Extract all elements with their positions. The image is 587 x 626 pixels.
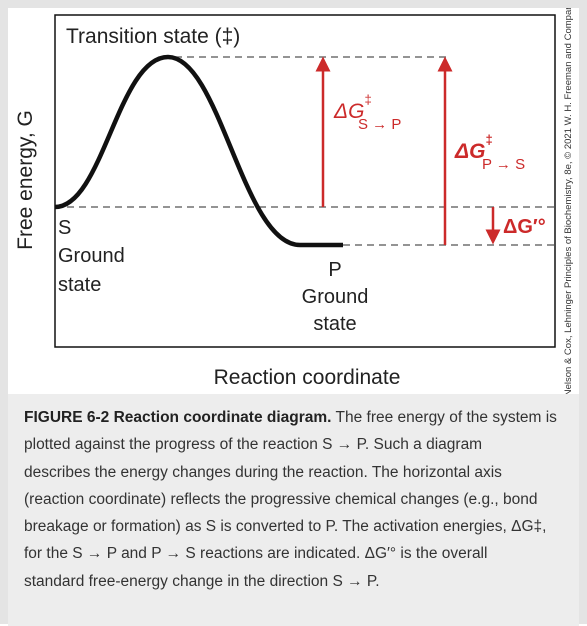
symbol: ΔG [333, 100, 364, 123]
x-axis-label: Reaction coordinate [214, 366, 401, 389]
caption-text: The free energy of the system is [331, 409, 557, 426]
end-text: state [313, 313, 356, 335]
end-label: P [328, 259, 341, 281]
sub: P → S [482, 156, 525, 173]
title: Transition state (‡) [66, 25, 240, 48]
plot-box [54, 14, 556, 348]
caption-text: standard free-energy change in the direc… [24, 572, 380, 590]
caption: FIGURE 6-2 Reaction coordinate diagram. … [8, 394, 579, 626]
caption-text: for the S → P and P → S reactions are in… [24, 545, 488, 563]
caption-line: (reaction coordinate) reflects the progr… [24, 486, 563, 513]
caption-line: plotted against the progress of the reac… [24, 431, 563, 458]
sup: ‡ [364, 92, 371, 107]
reverse-barrier-label: ΔG‡ P → S [454, 132, 525, 173]
caption-text: breakage or formation) as S is converted… [24, 518, 547, 536]
symbol: ΔG [454, 140, 485, 163]
caption-line: standard free-energy change in the direc… [24, 568, 563, 595]
credit: Nelson & Cox, Lehninger Principles of Bi… [563, 8, 574, 394]
end-text: Ground [302, 286, 369, 308]
caption-line: FIGURE 6-2 Reaction coordinate diagram. … [24, 404, 563, 431]
dashed-levels [55, 56, 555, 246]
caption-text: (reaction coordinate) reflects the progr… [24, 490, 538, 508]
caption-label: FIGURE 6-2 Reaction coordinate diagram. [24, 409, 332, 426]
arrows [315, 56, 501, 245]
y-axis-label: Free energy, G [14, 110, 37, 250]
start-text: state [58, 274, 101, 296]
sub: S → P [358, 116, 401, 133]
forward-barrier-label: ΔG‡ S → P [333, 92, 401, 133]
caption-text: plotted against the progress of the reac… [24, 436, 483, 454]
start-text: Ground [58, 245, 125, 267]
caption-line: describes the energy changes during the … [24, 459, 563, 486]
energy-curve [54, 54, 343, 248]
sup: ‡ [485, 132, 492, 147]
standard-change-label: ΔG′° [503, 216, 546, 238]
caption-text: describes the energy changes during the … [24, 463, 502, 481]
caption-line: breakage or formation) as S is converted… [24, 513, 563, 540]
caption-line: for the S → P and P → S reactions are in… [24, 540, 563, 567]
diagram: Transition state (‡) Free energy, G S Gr… [14, 8, 574, 394]
start-label: S [58, 217, 71, 239]
